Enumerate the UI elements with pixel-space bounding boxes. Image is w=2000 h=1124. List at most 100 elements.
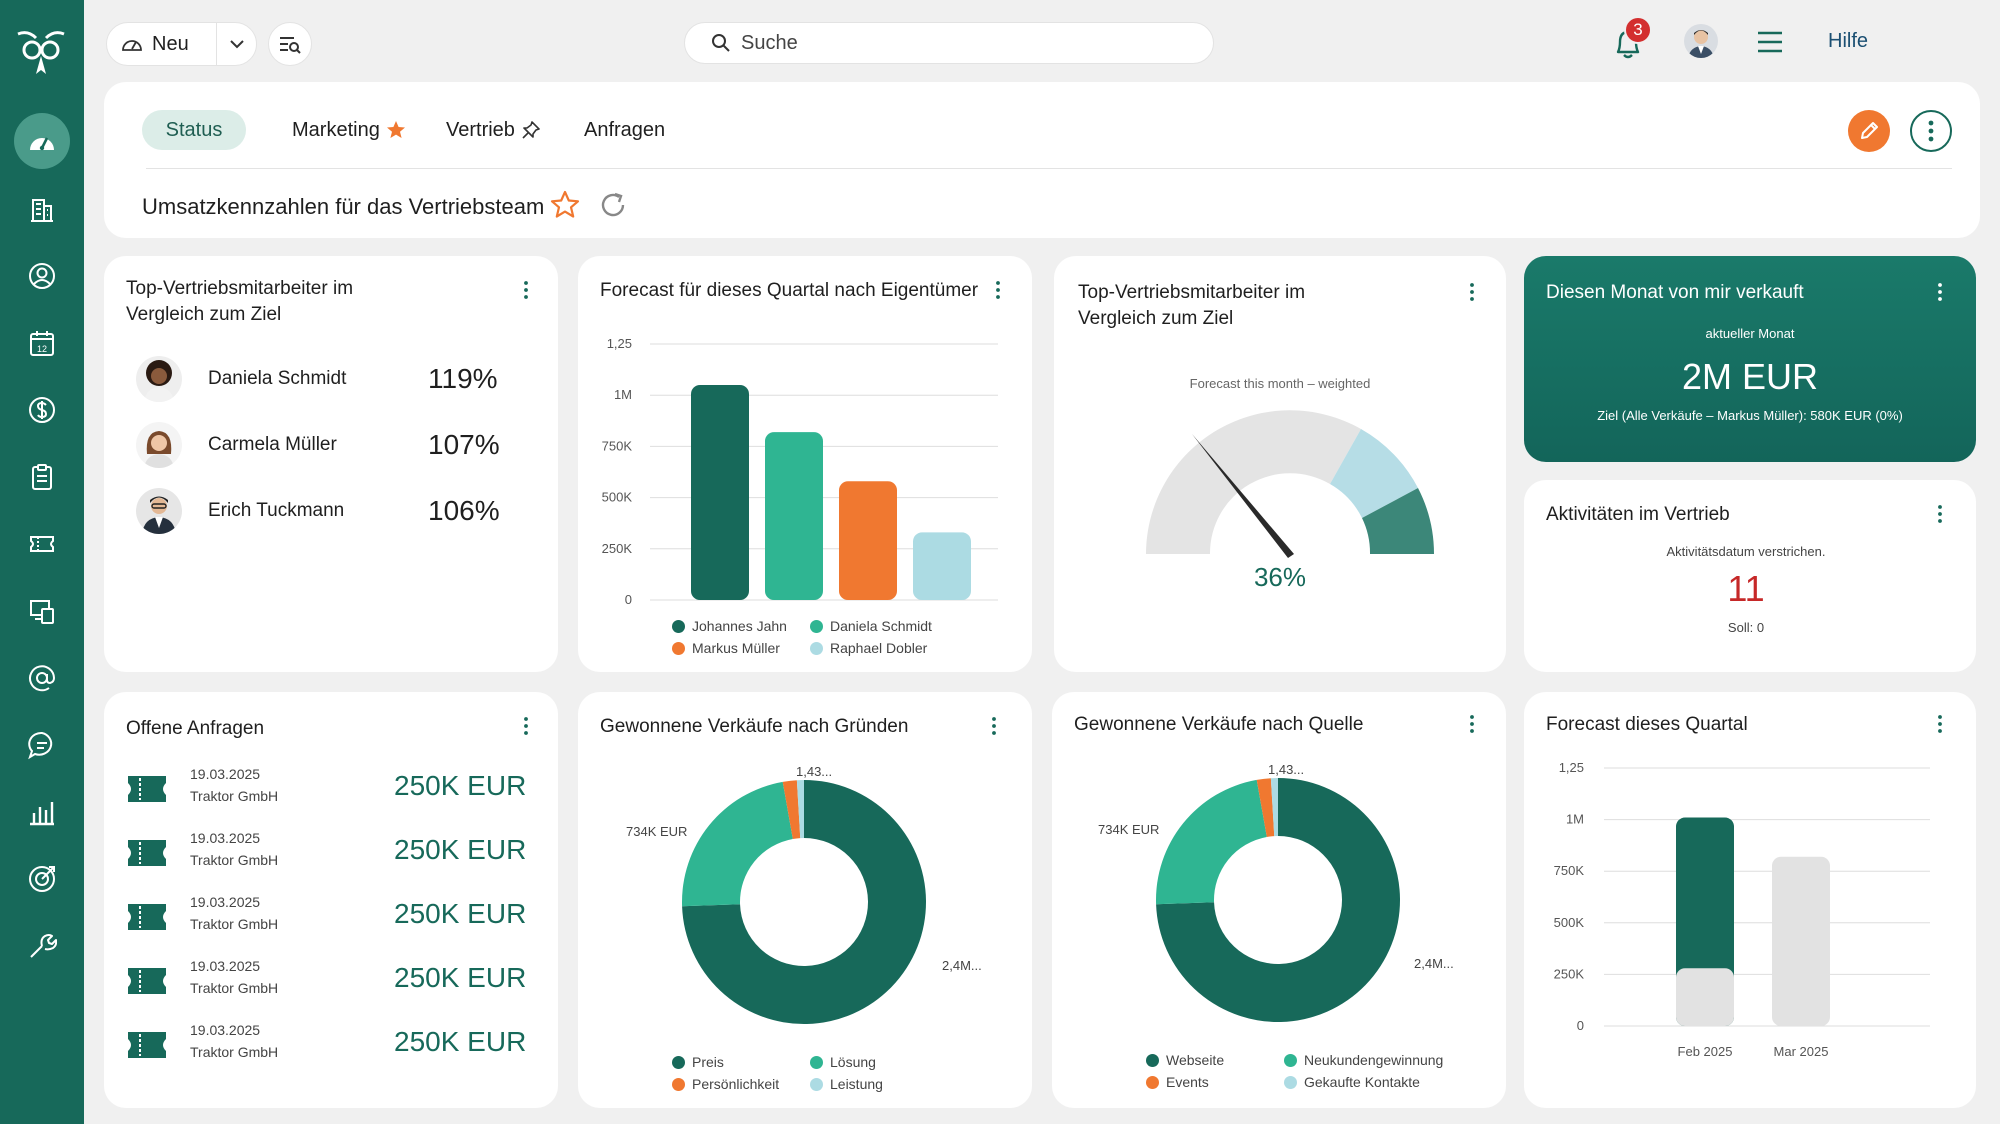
bar-feb-2025-base[interactable] [1676,968,1734,1026]
quarter-bar-chart: 0 250K 500K 750K 1M 1,25 Feb 2025 Mar 2025 [1524,692,1976,1108]
legend-item: Markus Müller [672,640,780,656]
clipboard-icon [32,464,52,490]
donut-slice-neukundengewinnung[interactable] [1156,779,1267,905]
tab-vertrieb[interactable]: Vertrieb [446,110,541,150]
chevron-down-icon [229,40,244,49]
legend-swatch [810,1077,823,1091]
sidebar-item-speedometer[interactable] [24,124,60,160]
gauge-card: Top-Vertriebsmitarbeiter im Vergleich zu… [1054,256,1506,672]
sidebar-item-devices[interactable] [24,593,60,629]
tab-anfragen[interactable]: Anfragen [584,110,665,150]
legend-swatch [1284,1075,1297,1089]
sidebar-item-dollar[interactable] [24,392,60,428]
sidebar-item-wrench[interactable] [24,928,60,964]
card-title: Forecast dieses Quartal [1546,714,1748,735]
card-title: Top-Vertriebsmitarbeiter im Vergleich zu… [126,276,353,328]
donut-slice-events[interactable] [1256,778,1275,837]
target-icon [29,866,55,892]
donut-slice-webseite[interactable] [1156,778,1400,1022]
sales-person-row[interactable]: Daniela Schmidt 119% [136,356,498,402]
card-menu-icon[interactable] [988,278,1008,302]
card-menu-icon[interactable] [1930,712,1950,736]
inquiry-row[interactable]: 19.03.2025 Traktor GmbH 250K EUR [126,890,526,944]
sidebar-item-ticket[interactable] [24,526,60,562]
card-menu-icon[interactable] [1930,280,1950,304]
donut-slice-gekaufte-kontakte[interactable] [1270,778,1278,837]
tab-label: Anfragen [584,118,666,141]
forecast-quarter-card: Forecast dieses Quartal 0 250K 500K 750K 1M 1… [1524,692,1976,1108]
sales-person-percent: 107% [428,429,500,460]
card-title-line: Top-Vertriebsmitarbeiter im [126,278,354,299]
legend-label: Lösung [830,1054,876,1070]
hamburger-menu-icon[interactable] [1756,28,1784,56]
owl-logo-icon[interactable] [14,28,68,78]
ticket-icon [128,776,166,802]
card-menu-icon[interactable] [1462,712,1482,736]
inquiry-company: Traktor GmbH [190,1044,279,1060]
donut-slice-persönlichkeit[interactable] [782,780,801,839]
y-tick-label: 1,25 [607,336,632,351]
inquiry-row[interactable]: 19.03.2025 Traktor GmbH 250K EUR [126,762,526,816]
card-menu-icon[interactable] [516,278,536,302]
user-avatar[interactable] [1684,24,1718,58]
bar-markus-m-ller[interactable] [839,481,897,600]
sidebar-item-target[interactable] [24,861,60,897]
bar-daniela-schmidt[interactable] [765,432,823,600]
search-bar[interactable] [684,22,1214,64]
card-title: Top-Vertriebsmitarbeiter im Vergleich zu… [1078,280,1305,332]
inquiry-row[interactable]: 19.03.2025 Traktor GmbH 250K EUR [126,954,526,1008]
bar-mar-2025-total[interactable] [1772,856,1830,1026]
search-input[interactable] [741,31,1161,55]
inquiry-row[interactable]: 19.03.2025 Traktor GmbH 250K EUR [126,1018,526,1072]
sales-person-row[interactable]: Erich Tuckmann 106% [136,488,500,534]
tab-marketing[interactable]: Marketing [292,110,406,150]
donut-slice-leistung[interactable] [796,780,804,839]
sold-month-goal: Ziel (Alle Verkäufe – Markus Müller): 58… [1597,408,1903,423]
sidebar-item-bar-chart[interactable] [24,794,60,830]
y-tick-label: 750K [602,438,633,453]
sidebar-item-calendar[interactable]: 12 [24,325,60,361]
more-options-button[interactable] [1910,110,1952,152]
inquiry-date: 19.03.2025 [190,894,261,910]
legend-swatch [1146,1075,1159,1089]
legend-label: Markus Müller [692,640,780,656]
filter-search-button[interactable] [268,22,312,66]
inquiry-date: 19.03.2025 [190,1022,261,1038]
tab-status[interactable]: Status [142,110,246,150]
sidebar-item-at-sign[interactable] [24,660,60,696]
x-tick-label: Feb 2025 [1678,1044,1733,1059]
donut-slice-preis[interactable] [682,780,926,1024]
sidebar-item-clipboard[interactable] [24,459,60,495]
card-menu-icon[interactable] [984,714,1004,738]
donut-label-right: 2,4M... [1414,956,1454,971]
legend-swatch [672,619,685,633]
sidebar-item-contact[interactable] [24,258,60,294]
sidebar-item-chat[interactable] [24,727,60,763]
bar-raphael-dobler[interactable] [913,532,971,600]
won-reasons-card: Gewonnene Verkäufe nach Gründen 1,43... … [578,692,1032,1108]
card-menu-icon[interactable] [1462,280,1482,304]
inquiry-row[interactable]: 19.03.2025 Traktor GmbH 250K EUR [126,826,526,880]
new-button-main[interactable]: Neu [107,23,217,65]
inquiry-amount: 250K EUR [394,1026,527,1057]
new-dropdown-toggle[interactable] [217,39,256,49]
sidebar-item-building[interactable] [24,191,60,227]
sales-person-percent: 106% [428,495,500,526]
donut-svg [682,780,926,1024]
donut-slice-lösung[interactable] [682,781,793,907]
avatar [136,422,182,468]
card-menu-icon[interactable] [1930,502,1950,526]
card-menu-icon[interactable] [516,714,536,738]
sales-person-row[interactable]: Carmela Müller 107% [136,422,500,468]
legend-swatch [672,641,685,655]
bar-johannes-jahn[interactable] [691,384,749,600]
edit-dashboard-button[interactable] [1848,110,1890,152]
refresh-icon[interactable] [598,190,628,220]
star-outline-icon[interactable] [550,190,580,220]
legend-label: Johannes Jahn [692,618,787,634]
help-link[interactable]: Hilfe [1828,30,1869,52]
new-button[interactable]: Neu [106,22,257,66]
legend-label: Neukundengewinnung [1304,1052,1444,1068]
activities-target: Soll: 0 [1727,620,1765,635]
new-button-label: Neu [152,32,189,55]
